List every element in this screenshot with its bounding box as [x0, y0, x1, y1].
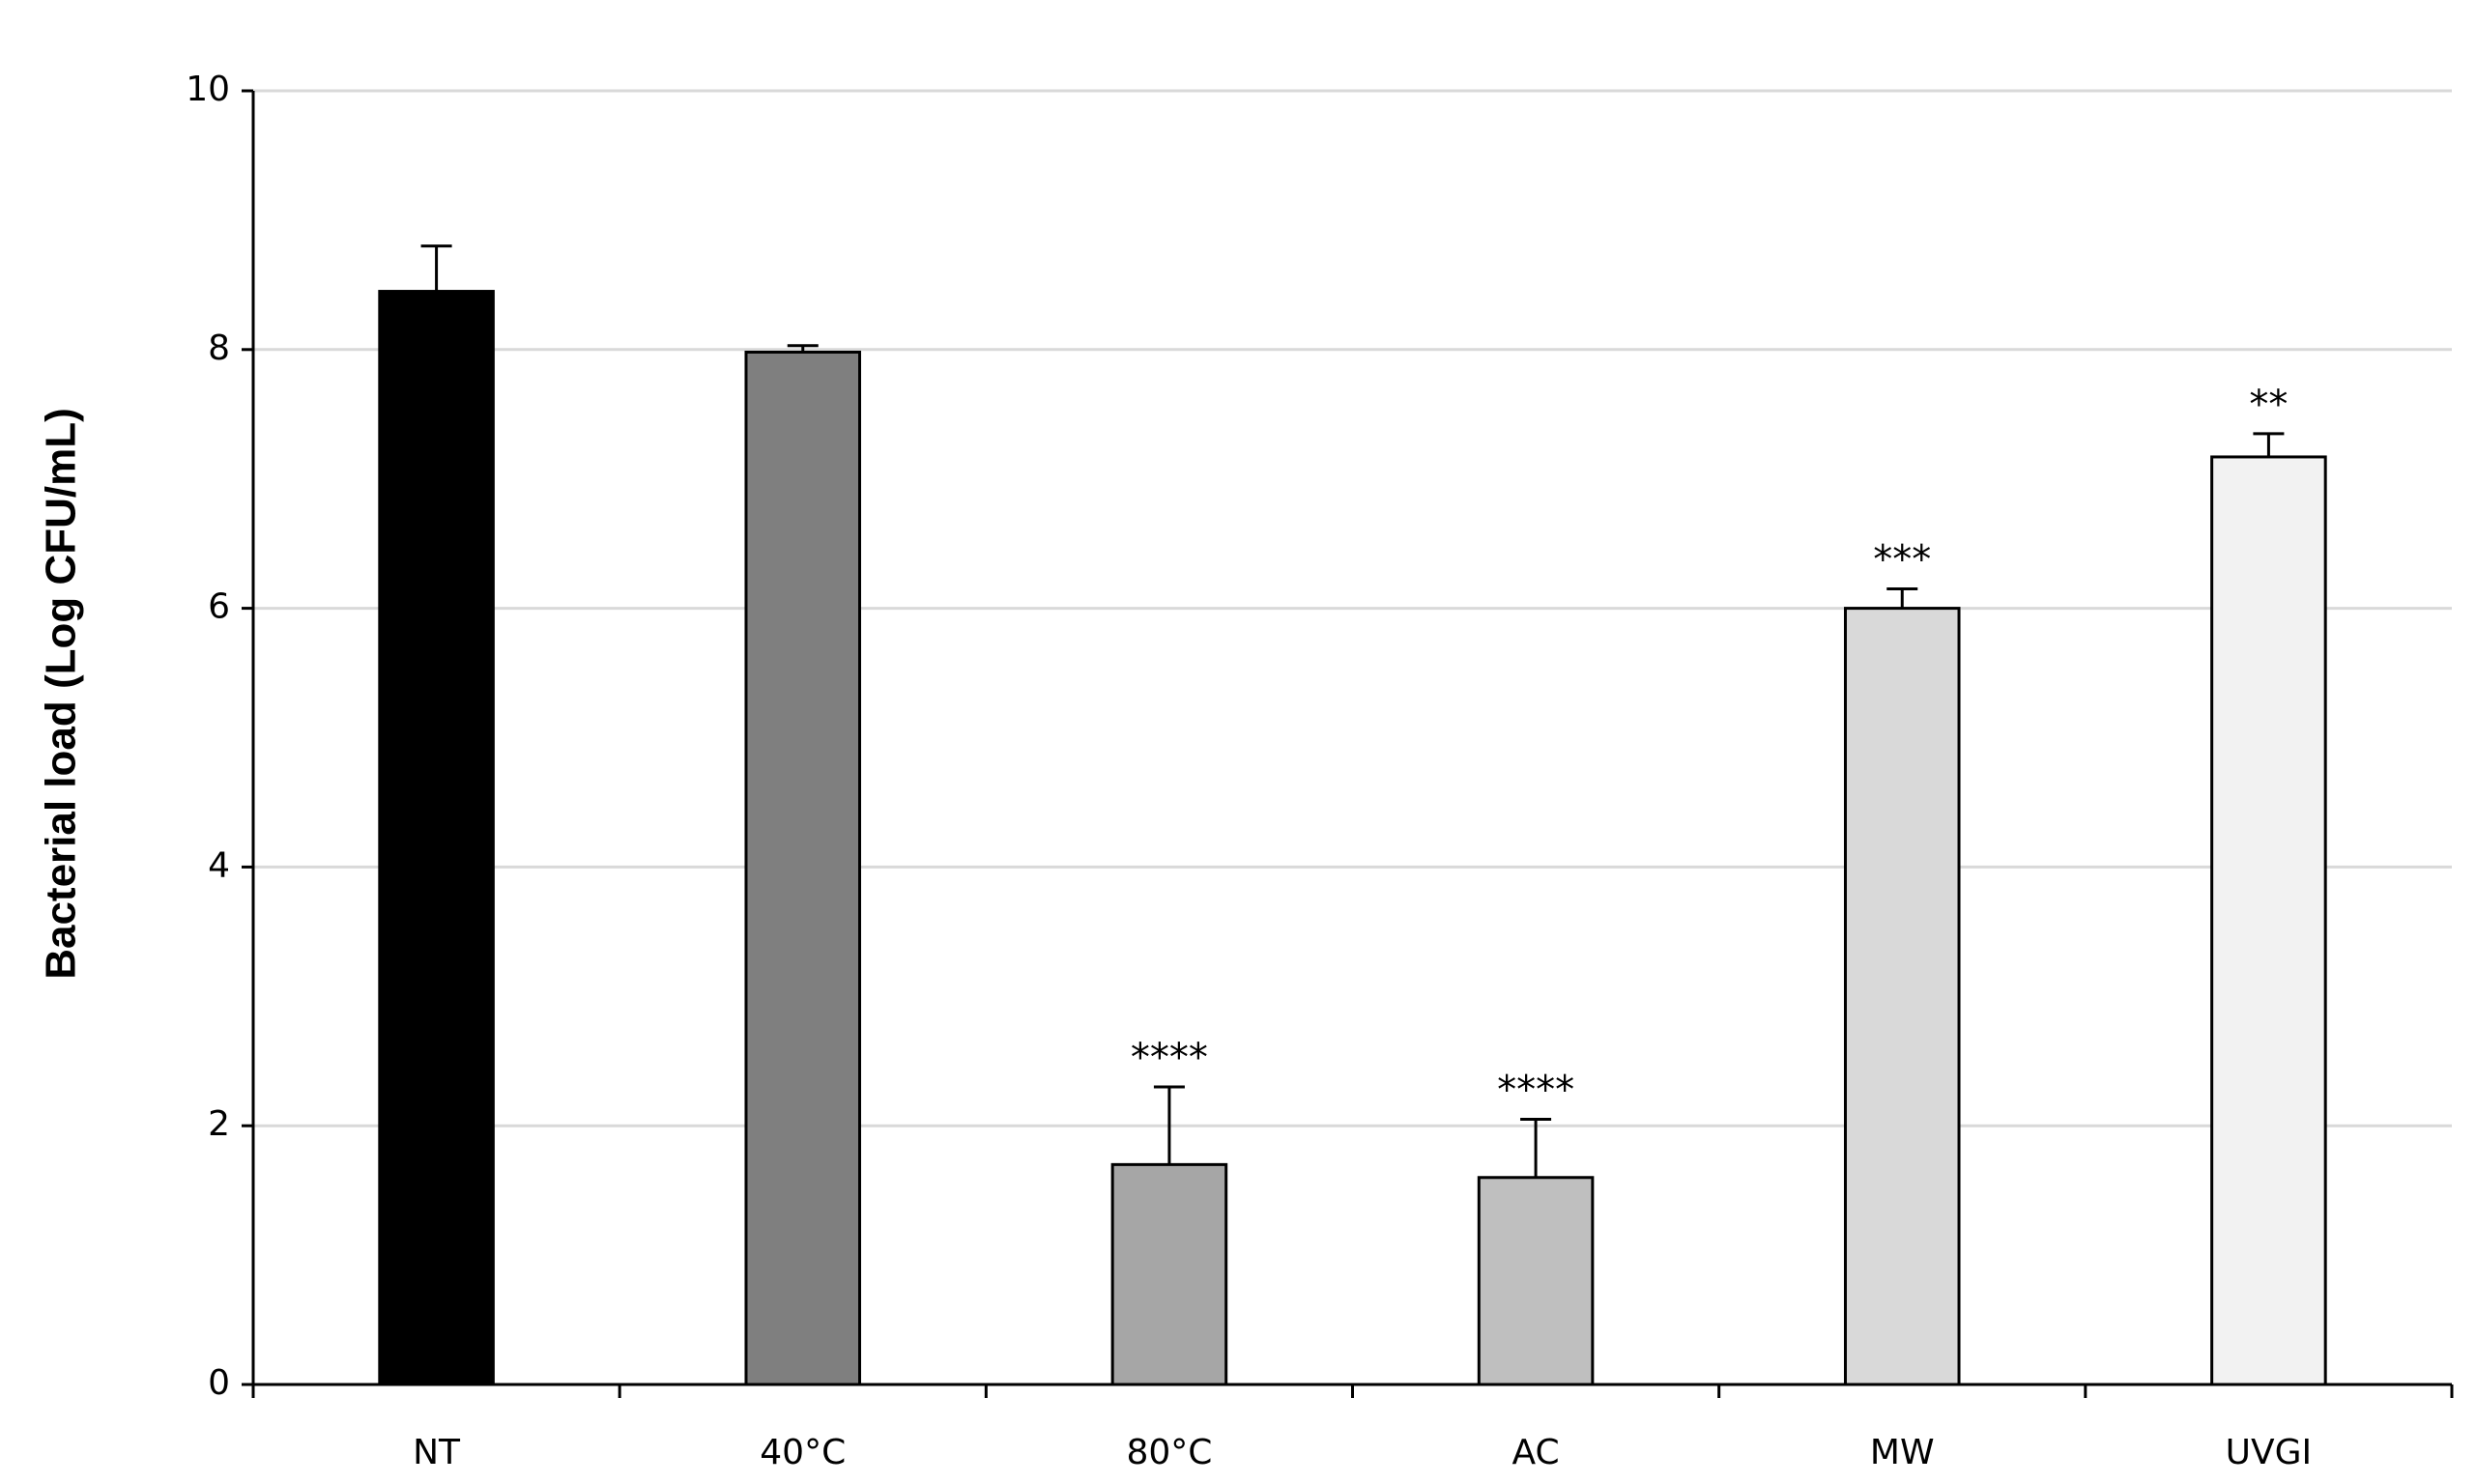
- bar: [1477, 1176, 1595, 1386]
- x-tick-label: 80°C: [1126, 1433, 1212, 1472]
- bar: [744, 350, 862, 1386]
- y-tick-label: 2: [208, 1104, 230, 1144]
- y-tick-label: 10: [186, 70, 230, 109]
- significance-label: ***: [1873, 538, 1931, 583]
- bar: [2210, 455, 2327, 1386]
- y-tick-label: 8: [208, 328, 230, 368]
- x-tick-label: MW: [1870, 1433, 1935, 1472]
- y-axis-label: Bacterial load (Log CFU/mL): [38, 408, 85, 980]
- bar: [1110, 1162, 1228, 1386]
- x-tick-label: NT: [413, 1433, 461, 1472]
- x-tick-label: UVGI: [2226, 1433, 2313, 1472]
- bar: [378, 290, 495, 1386]
- y-tick-label: 6: [208, 587, 230, 627]
- x-tick-label: 40°C: [760, 1433, 846, 1472]
- significance-label: **: [2249, 383, 2288, 427]
- bar: [1843, 607, 1961, 1386]
- significance-label: ****: [1497, 1069, 1574, 1113]
- significance-label: ****: [1131, 1036, 1208, 1080]
- y-tick-label: 4: [208, 845, 230, 885]
- y-tick-label: 0: [208, 1363, 230, 1403]
- x-tick-label: AC: [1512, 1433, 1560, 1472]
